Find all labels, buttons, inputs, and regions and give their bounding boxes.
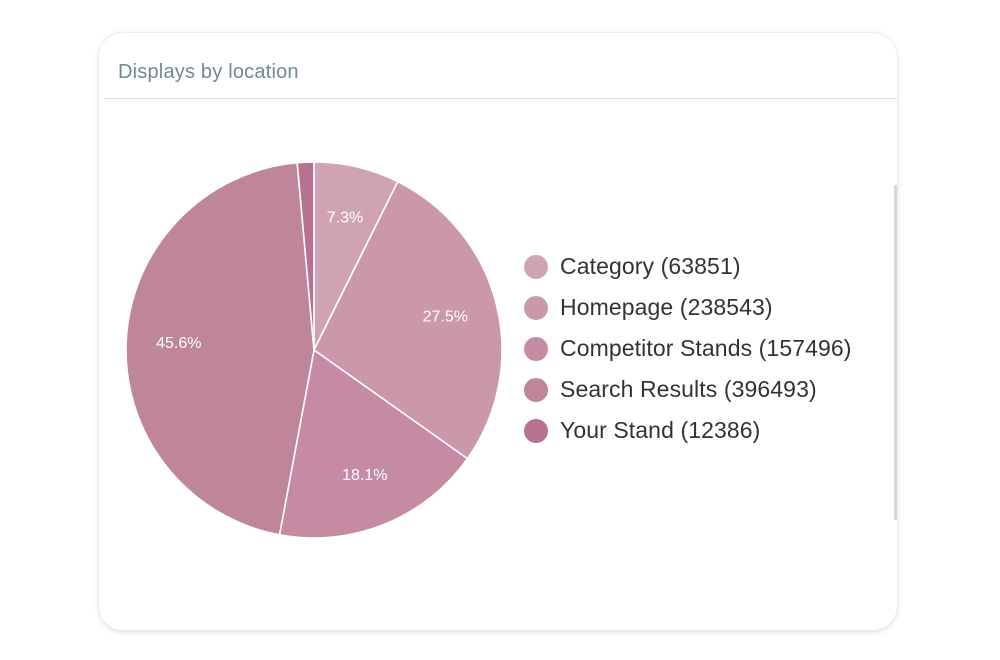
slice-percent-label: 45.6% [156,335,201,352]
legend-item[interactable]: Homepage (238543) [524,287,852,328]
pie-slice[interactable] [278,348,469,539]
chart-legend: Category (63851) Homepage (238543) Competi… [524,246,852,451]
pie-slice[interactable] [312,180,503,460]
legend-item[interactable]: Your Stand (12386) [524,410,852,451]
pie-chart: 7.3% 27.5% 18.1% 45.6% [125,161,503,539]
slice-percent-label: 7.3% [327,210,363,227]
slice-percent-label: 18.1% [342,467,387,484]
legend-item[interactable]: Competitor Stands (157496) [524,328,852,369]
card-title: Displays by location [118,61,299,83]
legend-swatch-icon [524,377,548,402]
slice-percent-label: 27.5% [423,308,468,325]
legend-swatch-icon [524,418,548,443]
pie-slice[interactable] [125,161,315,536]
scrollbar[interactable] [894,185,897,520]
legend-swatch-icon [524,295,548,320]
chart-card: Displays by location 7.3% 27.5% 18.1% 45.6%… [99,33,897,630]
legend-label: Your Stand (12386) [560,417,761,443]
legend-label: Category (63851) [560,253,741,279]
pie-slice[interactable] [296,161,315,351]
legend-swatch-icon [524,254,548,279]
legend-label: Homepage (238543) [560,294,773,320]
legend-item[interactable]: Category (63851) [524,246,852,287]
legend-label: Search Results (396493) [560,376,817,402]
legend-item[interactable]: Search Results (396493) [524,369,852,410]
legend-swatch-icon [524,336,548,361]
title-divider [104,98,897,99]
legend-label: Competitor Stands (157496) [560,335,852,361]
